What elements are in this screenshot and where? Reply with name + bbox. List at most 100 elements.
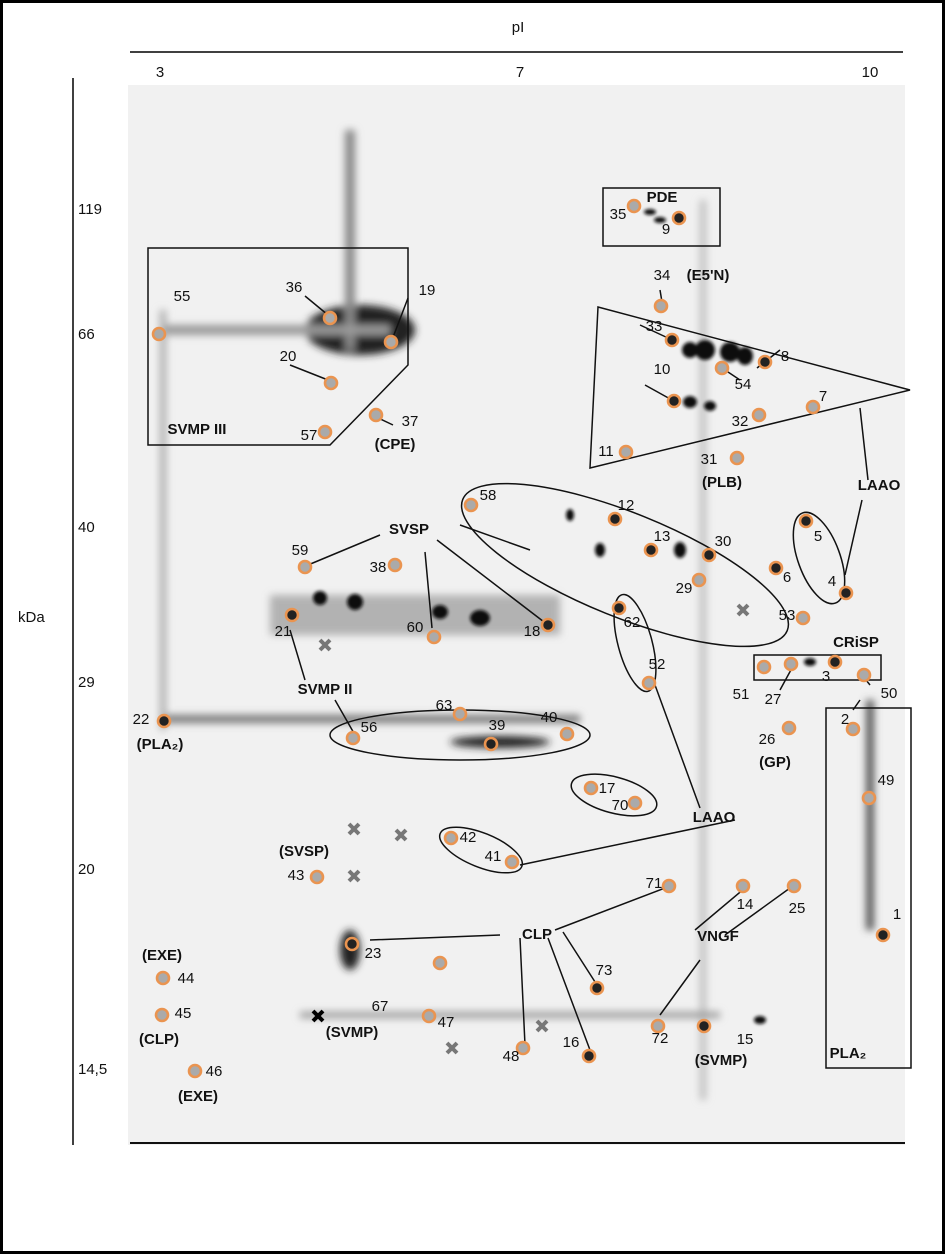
y-tick-label: 66 <box>78 326 95 343</box>
spot-label: 48 <box>503 1048 520 1065</box>
spot-marker <box>877 929 889 941</box>
spot-label: 70 <box>612 797 629 814</box>
spot-label: 42 <box>460 829 477 846</box>
spot-marker <box>629 797 641 809</box>
spot-label: 8 <box>781 348 789 365</box>
group-label: (E5'N) <box>687 267 730 284</box>
spot-marker <box>858 669 870 681</box>
spot-label: 71 <box>646 875 663 892</box>
spot-label: 37 <box>402 413 419 430</box>
spot-marker <box>324 312 336 324</box>
y-tick-label: 119 <box>78 201 102 218</box>
spot-marker <box>153 328 165 340</box>
spot-label: 5 <box>814 528 822 545</box>
spot-marker <box>506 856 518 868</box>
spot-marker <box>716 362 728 374</box>
spot-marker <box>428 631 440 643</box>
group-label: (SVMP) <box>695 1052 748 1069</box>
spot-marker <box>628 200 640 212</box>
spot-label: 27 <box>765 691 782 708</box>
spot-marker <box>613 602 625 614</box>
spot-label: 10 <box>654 361 671 378</box>
group-label: LAAO <box>693 809 736 826</box>
spot-label: 41 <box>485 848 502 865</box>
spot-label: 39 <box>489 717 506 734</box>
spot-label: 14 <box>737 896 754 913</box>
spot-label: 11 <box>598 443 614 460</box>
spot-label: 44 <box>178 970 195 987</box>
spot-marker <box>785 658 797 670</box>
spot-label: 33 <box>646 318 663 335</box>
group-label: PLA₂ <box>830 1045 867 1062</box>
spot-label: 30 <box>715 533 732 550</box>
spot-marker <box>485 738 497 750</box>
spot-label: 18 <box>524 623 541 640</box>
spot-marker <box>666 334 678 346</box>
spot-label: 40 <box>541 709 558 726</box>
spot-marker <box>454 708 466 720</box>
spot-label: 50 <box>881 685 898 702</box>
spot-label: 53 <box>779 607 796 624</box>
spot-label: 32 <box>732 413 749 430</box>
spot-marker <box>620 446 632 458</box>
group-label: (PLA₂) <box>137 736 184 753</box>
spot-marker <box>286 609 298 621</box>
y-tick-label: 14,5 <box>78 1061 107 1078</box>
x-axis-title: pI <box>512 19 525 36</box>
group-label: CLP <box>522 926 552 943</box>
spot-marker <box>542 619 554 631</box>
spot-label: 67 <box>372 998 389 1015</box>
spot-label: 16 <box>563 1034 580 1051</box>
spot-marker <box>759 356 771 368</box>
group-label: CRiSP <box>833 634 879 651</box>
spot-label: 20 <box>280 348 297 365</box>
spot-marker <box>189 1065 201 1077</box>
group-label: (SVSP) <box>279 843 329 860</box>
spot-label: 2 <box>841 711 849 728</box>
spot-marker <box>645 544 657 556</box>
spot-label: 72 <box>652 1030 669 1047</box>
spot-marker <box>758 661 770 673</box>
spot-label: 38 <box>370 559 387 576</box>
y-tick-label: 40 <box>78 519 95 536</box>
spot-marker <box>829 656 841 668</box>
y-tick-label: 29 <box>78 674 95 691</box>
spot-label: 9 <box>662 221 670 238</box>
group-label: (SVMP) <box>326 1024 379 1041</box>
spot-marker <box>465 499 477 511</box>
spot-label: 46 <box>206 1063 223 1080</box>
spot-marker <box>299 561 311 573</box>
spot-marker <box>770 562 782 574</box>
spot-marker <box>346 938 358 950</box>
spot-marker <box>385 336 397 348</box>
spot-label: 35 <box>610 206 627 223</box>
spot-marker <box>788 880 800 892</box>
spot-label: 73 <box>596 962 613 979</box>
spot-label: 25 <box>789 900 806 917</box>
spot-marker <box>753 409 765 421</box>
spot-marker <box>311 871 323 883</box>
spot-label: 12 <box>618 497 635 514</box>
spot-label: 1 <box>893 906 901 923</box>
spot-marker <box>156 1009 168 1021</box>
spot-marker <box>737 880 749 892</box>
group-label: (CPE) <box>375 436 416 453</box>
spot-marker <box>840 587 852 599</box>
spot-marker <box>693 574 705 586</box>
spot-label: 3 <box>822 668 830 685</box>
spot-marker <box>434 957 446 969</box>
spot-marker <box>370 409 382 421</box>
spot-marker <box>731 452 743 464</box>
spot-label: 45 <box>175 1005 192 1022</box>
group-label: (EXE) <box>178 1088 218 1105</box>
group-label: SVMP II <box>298 681 353 698</box>
group-label: SVSP <box>389 521 429 538</box>
spot-label: 15 <box>737 1031 754 1048</box>
spot-marker <box>807 401 819 413</box>
spot-label: 6 <box>783 569 791 586</box>
spot-label: 63 <box>436 697 453 714</box>
spot-label: 17 <box>599 780 616 797</box>
group-label: VNGF <box>697 928 739 945</box>
spot-marker <box>698 1020 710 1032</box>
spot-marker <box>668 395 680 407</box>
